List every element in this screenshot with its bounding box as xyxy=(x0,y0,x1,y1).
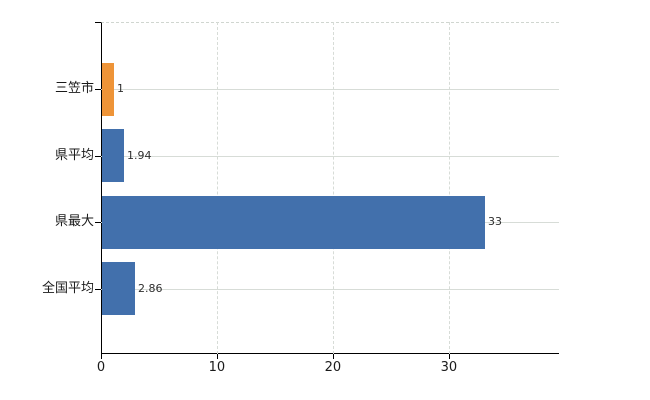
x-tick-label: 30 xyxy=(440,360,458,375)
horizontal-gridline xyxy=(101,89,559,90)
plot-area xyxy=(101,22,559,354)
category-label: 三笠市 xyxy=(54,81,94,96)
bar xyxy=(102,62,114,116)
x-axis-tick xyxy=(332,354,334,359)
bar-value-label: 2.86 xyxy=(138,281,163,295)
horizontal-gridline xyxy=(101,288,559,290)
y-axis-tick xyxy=(95,155,101,157)
horizontal-gridline xyxy=(101,155,559,157)
bar xyxy=(102,262,135,315)
bar xyxy=(102,195,485,249)
vertical-gridline xyxy=(448,22,450,354)
x-tick-label: 20 xyxy=(324,360,342,375)
y-axis-tick xyxy=(95,89,101,90)
x-axis-tick xyxy=(101,354,102,359)
y-axis-tick xyxy=(95,222,101,223)
category-label: 県最大 xyxy=(54,214,94,229)
y-axis-tick xyxy=(95,288,101,290)
category-label: 県平均 xyxy=(54,147,94,163)
bar-value-label: 1 xyxy=(117,82,124,95)
vertical-gridline xyxy=(332,22,334,354)
x-tick-label: 0 xyxy=(96,360,106,375)
vertical-gridline xyxy=(216,22,218,354)
y-axis-top-tick xyxy=(95,22,101,23)
category-label: 全国平均 xyxy=(41,280,94,296)
bar xyxy=(102,129,124,182)
bar-value-label: 33 xyxy=(488,215,502,228)
bar-value-label: 1.94 xyxy=(127,148,152,162)
x-tick-label: 10 xyxy=(208,360,226,375)
x-axis-tick xyxy=(448,354,450,359)
x-axis-tick xyxy=(216,354,218,359)
